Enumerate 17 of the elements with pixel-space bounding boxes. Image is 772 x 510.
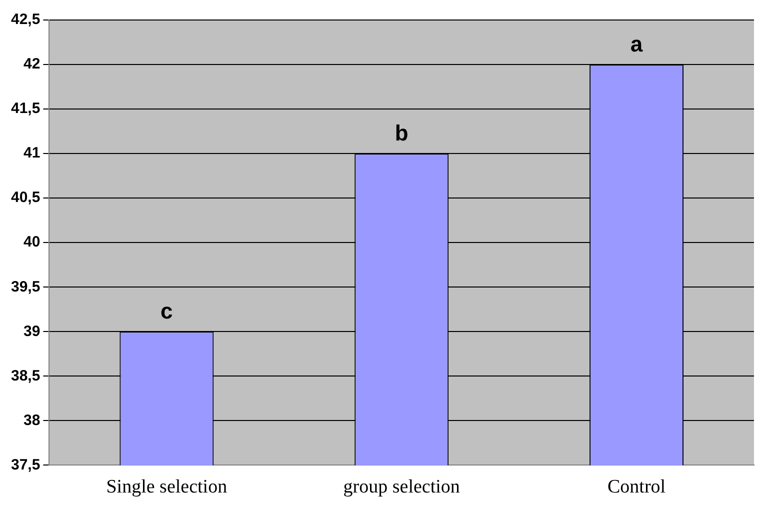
- x-tick-label: group selection: [343, 476, 460, 498]
- y-tick-label: 42: [24, 56, 40, 73]
- y-tick-label: 39: [24, 322, 40, 340]
- annotation: b: [394, 120, 408, 146]
- annotation: c: [160, 298, 173, 324]
- y-tick-label: 38,5: [10, 367, 40, 384]
- y-tick-label: 38: [24, 412, 40, 429]
- y-tick-label: 39,5: [10, 278, 40, 296]
- y-tick-label: 40: [24, 234, 40, 251]
- y-tick-label: 41: [24, 144, 40, 162]
- y-tick-label: 37,5: [10, 456, 40, 474]
- y-tick-label: 41,5: [10, 100, 40, 118]
- y-tick-label: 42,5: [10, 11, 40, 28]
- x-tick-label: Single selection: [106, 476, 228, 498]
- annotation: a: [630, 32, 644, 57]
- x-tick-label: Control: [608, 476, 666, 498]
- y-tick-label: 40,5: [10, 189, 40, 206]
